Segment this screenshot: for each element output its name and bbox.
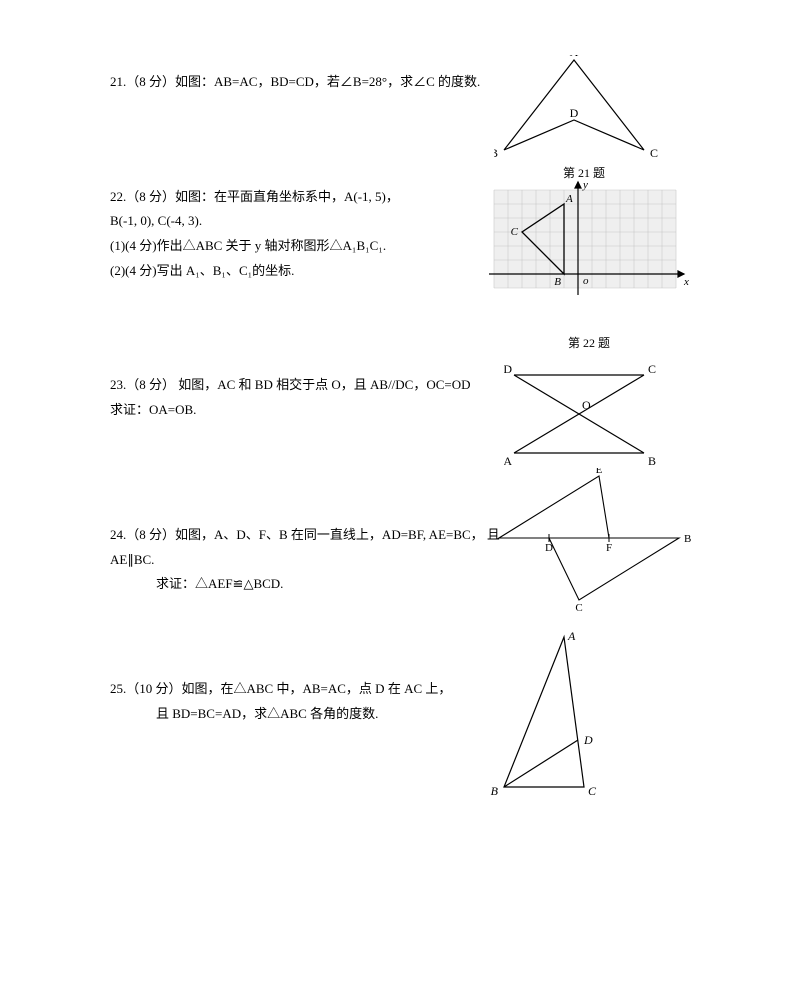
problem-22-line4: (2)(4 分)写出 A₁、B₁、C₁的坐标.	[110, 259, 450, 284]
problem-22: 22.（8 分）如图：在平面直角坐标系中，A(-1, 5)， B(-1, 0),…	[110, 185, 684, 284]
label-c: C	[511, 226, 519, 238]
label-y: y	[582, 180, 588, 191]
problem-24: 24.（8 分）如图，A、D、F、B 在同一直线上，AD=BF, AE=BC， …	[110, 523, 684, 597]
label-x: x	[683, 276, 689, 288]
label-c: C	[648, 363, 656, 376]
problem-25-svg: A B C D	[484, 632, 624, 802]
problem-21: 21.（8 分）如图：AB=AC，BD=CD，若∠B=28°，求∠C 的度数. …	[110, 70, 684, 95]
label-b: B	[684, 533, 691, 545]
problem-21-figure: A B C D 第 21 题	[494, 55, 674, 184]
label-c: C	[588, 784, 597, 798]
problem-24-line1: 24.（8 分）如图，A、D、F、B 在同一直线上，AD=BF, AE=BC， …	[110, 523, 540, 572]
problem-23-line2: 求证：OA=OB.	[110, 398, 510, 423]
label-e: E	[596, 468, 603, 476]
problem-22-line1: 22.（8 分）如图：在平面直角坐标系中，A(-1, 5)，	[110, 185, 450, 210]
label-c: C	[650, 146, 658, 160]
problem-23-line1: 23.（8 分） 如图，AC 和 BD 相交于点 O，且 AB//DC，OC=O…	[110, 373, 510, 398]
problem-22-line3: (1)(4 分)作出△ABC 关于 y 轴对称图形△A₁B₁C₁.	[110, 234, 450, 259]
problem-24-svg: A D F B E C	[494, 468, 694, 613]
label-a: A	[504, 454, 512, 468]
problem-25-figure: A B C D	[484, 632, 624, 811]
label-o: O	[582, 398, 591, 412]
label-b: B	[494, 146, 498, 160]
label-d: D	[583, 733, 593, 747]
problem-24-figure: A D F B E C	[494, 468, 694, 622]
label-b: B	[491, 784, 499, 798]
label-c: C	[575, 602, 582, 613]
label-d: D	[545, 542, 553, 554]
label-f: F	[606, 542, 612, 554]
problem-25: 25.（10 分）如图，在△ABC 中，AB=AC，点 D 在 AC 上， 且 …	[110, 677, 684, 726]
label-d: D	[570, 106, 579, 120]
label-a: A	[567, 632, 576, 643]
problem-25-line1: 25.（10 分）如图，在△ABC 中，AB=AC，点 D 在 AC 上，	[110, 677, 510, 702]
label-b: B	[648, 454, 656, 468]
label-a: A	[570, 55, 579, 59]
problem-22-figure: A B C o x y 第 22 题	[484, 180, 694, 355]
problem-23-svg: D C A B O	[504, 363, 664, 468]
problem-22-caption: 第 22 题	[484, 332, 694, 355]
label-o: o	[583, 275, 589, 287]
problem-21-svg: A B C D	[494, 55, 674, 175]
label-a: A	[565, 193, 573, 205]
problem-23: 23.（8 分） 如图，AC 和 BD 相交于点 O，且 AB//DC，OC=O…	[110, 373, 684, 422]
problem-22-line2: B(-1, 0), C(-4, 3).	[110, 209, 450, 234]
problem-22-svg: A B C o x y	[484, 180, 694, 320]
problem-23-figure: D C A B O	[504, 363, 664, 477]
label-b: B	[554, 276, 561, 288]
label-d: D	[504, 363, 512, 376]
problem-21-text: 21.（8 分）如图：AB=AC，BD=CD，若∠B=28°，求∠C 的度数.	[110, 70, 510, 95]
page: 21.（8 分）如图：AB=AC，BD=CD，若∠B=28°，求∠C 的度数. …	[0, 0, 794, 821]
